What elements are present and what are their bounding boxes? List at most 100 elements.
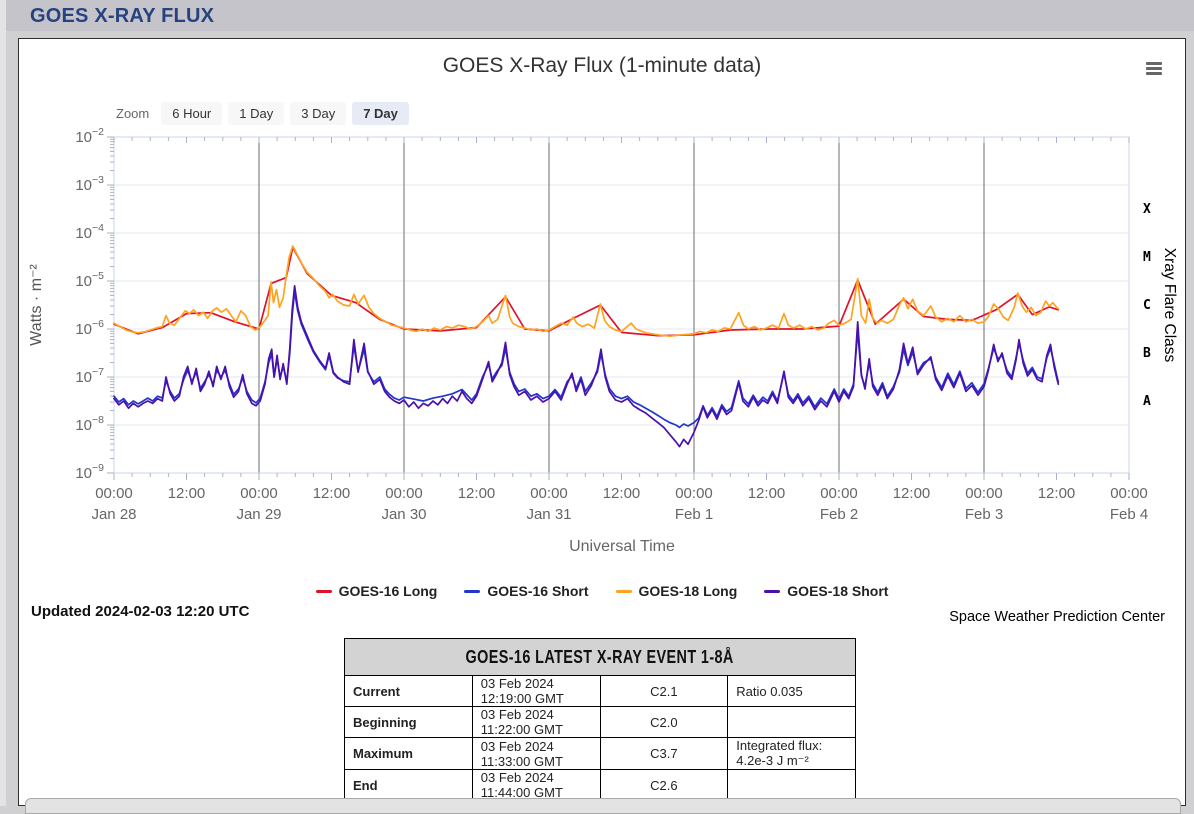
next-section-header-strip[interactable]	[25, 798, 1181, 814]
event-cell: C2.6	[599, 769, 729, 801]
x-tick-time: 12:00	[458, 485, 496, 502]
hamburger-bar	[1146, 62, 1162, 65]
x-tick-time: 00:00	[1110, 485, 1148, 502]
legend-label: GOES-16 Long	[338, 583, 438, 599]
event-cell: 03 Feb 2024 11:22:00 GMT	[471, 706, 601, 738]
series-goes-18-short	[113, 284, 1060, 448]
legend-swatch	[764, 589, 781, 593]
page-header: GOES X-RAY FLUX	[0, 0, 1194, 31]
event-cell: 03 Feb 2024 11:33:00 GMT	[471, 737, 601, 770]
y-axis-title: Watts · m⁻²	[28, 264, 45, 346]
y-tick-label: 10−2	[75, 126, 104, 146]
x-tick-date: Jan 29	[236, 506, 281, 523]
y-tick-label: 10−7	[75, 366, 104, 386]
right-axis-title: Xray Flare Class	[1161, 248, 1178, 363]
flare-class-letter: A	[1143, 394, 1151, 409]
series-lines	[113, 245, 1060, 448]
flare-class-letter: C	[1143, 298, 1151, 313]
event-cell: C2.0	[599, 706, 729, 738]
y-tick-label: 10−8	[75, 414, 104, 434]
x-tick-date: Feb 1	[675, 506, 713, 523]
x-tick-time: 12:00	[168, 485, 206, 502]
x-tick-date: Jan 31	[526, 506, 571, 523]
zoom-buttons: 6 Hour 1 Day 3 Day 7 Day	[161, 102, 415, 125]
x-tick-time: 00:00	[95, 485, 133, 502]
event-cell: 03 Feb 2024 12:19:00 GMT	[471, 675, 601, 707]
x-tick-date: Feb 4	[1110, 506, 1148, 523]
y-tick-label: 10−3	[75, 174, 104, 194]
x-tick-time: 00:00	[385, 485, 423, 502]
zoom-button-6-hour[interactable]: 6 Hour	[161, 102, 223, 125]
flare-class-letter: X	[1143, 202, 1151, 217]
table-title: GOES-16 LATEST X-RAY EVENT 1-8Å	[344, 638, 856, 676]
table-header-row: GOES-16 LATEST X-RAY EVENT 1-8Å	[344, 638, 856, 676]
chart-legend: GOES-16 Long GOES-16 Short GOES-18 Long GOE…	[19, 583, 1185, 599]
zoom-button-3-day[interactable]: 3 Day	[290, 102, 347, 125]
flux-chart: 10−2 10−3 10−4 10−5 10−6 10−7 10−8 10−9 00:00 Jan…	[28, 126, 1178, 555]
x-tick-time: 12:00	[748, 485, 786, 502]
x-tick-date: Feb 2	[820, 506, 858, 523]
zoom-button-7-day[interactable]: 7 Day	[352, 102, 409, 125]
legend-label: GOES-18 Long	[638, 583, 738, 599]
legend-label: GOES-18 Short	[787, 583, 889, 599]
zoom-button-1-day[interactable]: 1 Day	[228, 102, 285, 125]
page-title: GOES X-RAY FLUX	[30, 5, 215, 27]
y-tick-label: 10−5	[75, 270, 104, 290]
y-tick-label: 10−6	[75, 318, 104, 338]
x-tick-time: 00:00	[530, 485, 568, 502]
event-cell: Ratio 0.035	[727, 675, 856, 707]
plot-border	[113, 136, 1130, 474]
axis-labels: 10−2 10−3 10−4 10−5 10−6 10−7 10−8 10−9 00:00 Jan…	[28, 126, 1178, 555]
event-cell: Integrated flux: 4.2e-3 J m⁻²	[727, 737, 856, 770]
legend-item-goes-16-short[interactable]: GOES-16 Short	[464, 583, 589, 599]
x-tick-time: 00:00	[965, 485, 1003, 502]
hamburger-bar	[1146, 67, 1162, 70]
hamburger-icon[interactable]	[1146, 62, 1162, 76]
x-tick-time: 00:00	[675, 485, 713, 502]
zoom-label: Zoom	[116, 106, 150, 121]
swpc-credit: Space Weather Prediction Center	[949, 609, 1165, 625]
event-cell: End	[344, 769, 473, 801]
x-tick-date: Feb 3	[965, 506, 1003, 523]
chart-panel: GOES X-Ray Flux (1-minute data) Zoom 6 H…	[18, 38, 1186, 814]
flare-class-letter: B	[1143, 346, 1151, 361]
legend-swatch	[464, 589, 481, 593]
event-row-end: End 03 Feb 2024 11:44:00 GMT C2.6	[344, 769, 856, 801]
event-row-current: Current 03 Feb 2024 12:19:00 GMT C2.1 Ratio…	[344, 675, 856, 707]
series-goes-16-long	[113, 246, 1060, 337]
event-cell: C2.1	[599, 675, 729, 707]
event-row-beginning: Beginning 03 Feb 2024 11:22:00 GMT C2.0	[344, 706, 856, 738]
event-cell	[727, 706, 856, 738]
series-goes-18-long	[113, 245, 1060, 338]
x-tick-time: 00:00	[240, 485, 278, 502]
legend-item-goes-18-long[interactable]: GOES-18 Long	[615, 583, 738, 599]
xray-event-table: GOES-16 LATEST X-RAY EVENT 1-8Å Current 0…	[344, 638, 856, 801]
y-tick-label: 10−9	[75, 462, 104, 482]
x-tick-time: 12:00	[603, 485, 641, 502]
zoom-controls: Zoom 6 Hour 1 Day 3 Day 7 Day	[116, 102, 415, 125]
event-cell: Maximum	[344, 737, 473, 770]
x-tick-time: 12:00	[893, 485, 931, 502]
x-tick-time: 00:00	[820, 485, 858, 502]
x-tick-date: Jan 30	[381, 506, 426, 523]
legend-label: GOES-16 Short	[487, 583, 589, 599]
flare-class-letter: M	[1143, 250, 1151, 265]
event-cell: C3.7	[599, 737, 729, 770]
event-cell: Current	[344, 675, 473, 707]
axis-ticks	[107, 136, 1130, 480]
legend-item-goes-18-short[interactable]: GOES-18 Short	[764, 583, 888, 599]
chart-title: GOES X-Ray Flux (1-minute data)	[442, 54, 762, 77]
event-cell: Beginning	[344, 706, 473, 738]
x-tick-time: 12:00	[1038, 485, 1076, 502]
y-tick-label: 10−4	[75, 222, 104, 242]
hamburger-bar	[1146, 72, 1162, 75]
gridlines	[113, 136, 1130, 474]
legend-swatch	[615, 589, 632, 593]
x-tick-date: Jan 28	[91, 506, 136, 523]
event-cell: 03 Feb 2024 11:44:00 GMT	[471, 769, 601, 801]
legend-item-goes-16-long[interactable]: GOES-16 Long	[315, 583, 438, 599]
updated-timestamp: Updated 2024-02-03 12:20 UTC	[31, 603, 250, 620]
x-axis-title: Universal Time	[569, 538, 675, 555]
event-cell	[727, 769, 856, 801]
legend-swatch	[315, 589, 332, 593]
